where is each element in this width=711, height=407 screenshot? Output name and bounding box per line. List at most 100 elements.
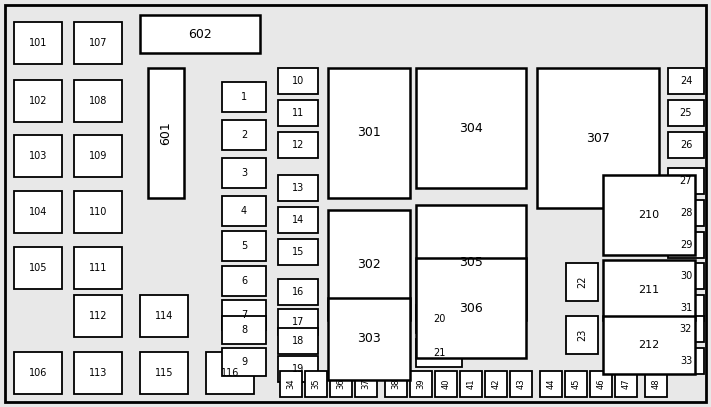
- Text: 17: 17: [292, 317, 304, 327]
- Bar: [668, 295, 704, 321]
- Text: 303: 303: [357, 333, 381, 346]
- Text: 13: 13: [292, 183, 304, 193]
- Text: 601: 601: [159, 121, 173, 145]
- Bar: [668, 168, 704, 194]
- Text: 15: 15: [292, 247, 304, 257]
- Text: 101: 101: [29, 38, 47, 48]
- Text: 212: 212: [638, 340, 660, 350]
- Bar: [222, 196, 266, 226]
- Text: 103: 103: [29, 151, 47, 161]
- Bar: [14, 135, 62, 177]
- Bar: [14, 352, 62, 394]
- Bar: [416, 68, 526, 188]
- Text: 107: 107: [89, 38, 107, 48]
- Text: 20: 20: [433, 314, 445, 324]
- Bar: [14, 191, 62, 233]
- Bar: [74, 352, 122, 394]
- Text: 602: 602: [188, 28, 212, 41]
- Bar: [416, 258, 526, 358]
- Bar: [668, 263, 704, 289]
- Bar: [590, 371, 612, 397]
- Text: 34: 34: [287, 379, 296, 389]
- Bar: [566, 263, 598, 301]
- Bar: [328, 298, 410, 380]
- Text: 32: 32: [680, 324, 693, 334]
- Bar: [74, 295, 122, 337]
- Bar: [603, 175, 695, 255]
- Bar: [485, 371, 507, 397]
- Bar: [410, 371, 432, 397]
- Text: 39: 39: [417, 379, 425, 389]
- Bar: [280, 371, 302, 397]
- Bar: [278, 68, 318, 94]
- Text: 102: 102: [28, 96, 47, 106]
- Text: 43: 43: [516, 379, 525, 389]
- Text: 8: 8: [241, 325, 247, 335]
- Text: 105: 105: [28, 263, 47, 273]
- Text: 302: 302: [357, 258, 381, 271]
- Text: 301: 301: [357, 127, 381, 140]
- Bar: [140, 295, 188, 337]
- Bar: [222, 82, 266, 112]
- Bar: [14, 247, 62, 289]
- Bar: [222, 316, 266, 344]
- Text: 30: 30: [680, 271, 692, 281]
- Bar: [603, 316, 695, 374]
- Bar: [74, 80, 122, 122]
- Text: 31: 31: [680, 303, 692, 313]
- Bar: [222, 348, 266, 376]
- Text: 211: 211: [638, 285, 660, 295]
- Text: 28: 28: [680, 208, 693, 218]
- Bar: [278, 132, 318, 158]
- Text: 46: 46: [597, 379, 606, 389]
- Bar: [14, 22, 62, 64]
- Bar: [645, 371, 667, 397]
- Text: 9: 9: [241, 357, 247, 367]
- Text: 35: 35: [311, 379, 321, 389]
- Bar: [668, 316, 704, 342]
- Text: 114: 114: [155, 311, 173, 321]
- Bar: [278, 279, 318, 305]
- Bar: [328, 68, 410, 198]
- Text: 37: 37: [361, 379, 370, 389]
- Bar: [74, 247, 122, 289]
- Text: 6: 6: [241, 276, 247, 286]
- Text: 109: 109: [89, 151, 107, 161]
- Text: 12: 12: [292, 140, 304, 150]
- Text: 2: 2: [241, 130, 247, 140]
- Text: 44: 44: [547, 379, 555, 389]
- Bar: [74, 191, 122, 233]
- Text: 111: 111: [89, 263, 107, 273]
- Bar: [222, 231, 266, 261]
- Bar: [328, 210, 410, 320]
- Text: 16: 16: [292, 287, 304, 297]
- Text: 10: 10: [292, 76, 304, 86]
- Text: 29: 29: [680, 240, 693, 250]
- Bar: [565, 371, 587, 397]
- Bar: [74, 135, 122, 177]
- Bar: [510, 371, 532, 397]
- Text: 307: 307: [586, 131, 610, 144]
- Bar: [355, 371, 377, 397]
- Text: 112: 112: [89, 311, 107, 321]
- Bar: [278, 356, 318, 382]
- Bar: [305, 371, 327, 397]
- Text: 3: 3: [241, 168, 247, 178]
- Text: 210: 210: [638, 210, 660, 220]
- Text: 19: 19: [292, 364, 304, 374]
- Bar: [668, 348, 704, 374]
- Bar: [668, 100, 704, 126]
- Bar: [278, 239, 318, 265]
- Text: 47: 47: [621, 379, 631, 389]
- Text: 33: 33: [680, 356, 692, 366]
- Text: 48: 48: [651, 379, 661, 389]
- Bar: [206, 352, 254, 394]
- Bar: [668, 200, 704, 226]
- Text: 26: 26: [680, 140, 693, 150]
- Text: 4: 4: [241, 206, 247, 216]
- Bar: [222, 300, 266, 330]
- Bar: [140, 352, 188, 394]
- Text: 115: 115: [155, 368, 173, 378]
- Text: 27: 27: [680, 176, 693, 186]
- Bar: [537, 68, 659, 208]
